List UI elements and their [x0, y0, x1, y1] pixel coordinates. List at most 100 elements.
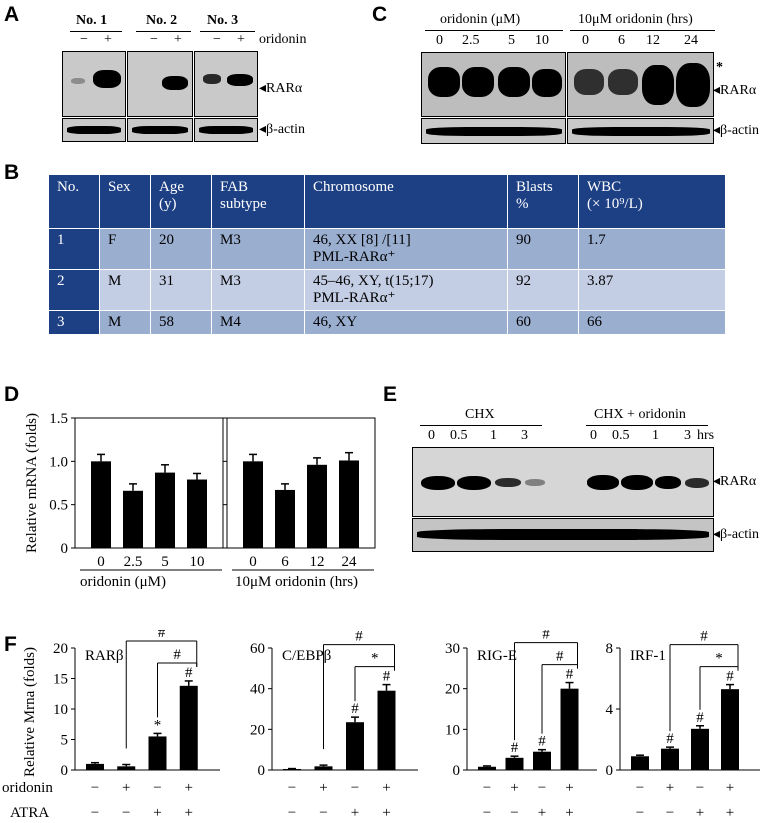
minus-2: − — [150, 32, 158, 47]
y-axis-label: Relative mRNA (folds) — [24, 413, 40, 553]
actin-label-e: ◂β-actin — [713, 527, 760, 542]
rar-label-a: ◂RARα — [259, 81, 303, 96]
atra-sign: − — [483, 805, 491, 821]
y-tick-label: 10 — [445, 722, 460, 738]
blot-e-rar — [412, 447, 714, 517]
y-tick-label: 15 — [53, 672, 68, 688]
panel-d-chart: 0 0.5 1.0 1.5 0 2.5 5 10 0 6 12 24 oridonin (μM) 10μM… — [24, 411, 376, 590]
atra-sign: − — [319, 805, 327, 821]
blot-a-rar-2 — [127, 51, 193, 117]
y-tick-label: 8 — [606, 641, 614, 657]
atra-sign: + — [153, 805, 161, 821]
panel-label-c: C — [372, 3, 388, 26]
oridonin-sign: + — [185, 780, 193, 796]
rar-label-c: ◂RARα — [713, 83, 757, 98]
panel-label-a: A — [4, 3, 20, 26]
atra-sign: − — [636, 805, 644, 821]
oridonin-sign: − — [483, 780, 491, 796]
atra-row-label: ATRA — [10, 805, 49, 821]
oridonin-sign: − — [153, 780, 161, 796]
bar — [721, 689, 739, 770]
bar — [155, 472, 175, 548]
bar — [117, 766, 136, 770]
x-tick-label: 12 — [310, 554, 325, 570]
sample-label-1: No. 1 — [76, 13, 108, 28]
panel-f-chart: 05101520*###RARβ0204060###*C/EBPβ0102030… — [2, 630, 760, 821]
bar — [275, 489, 295, 548]
y-tick-label: 0 — [453, 763, 461, 779]
bar — [691, 728, 709, 770]
time-1: 6 — [618, 33, 625, 48]
minus-3: − — [213, 32, 221, 47]
chart-title: C/EBPβ — [282, 648, 331, 664]
bar — [505, 757, 524, 770]
blot-c-rar-2 — [567, 52, 714, 117]
bar — [307, 464, 327, 548]
x-axis-label-left: oridonin (μM) — [80, 574, 166, 590]
blot-c-actin-2 — [567, 118, 714, 144]
col-blasts: Blasts% — [507, 174, 579, 229]
bar — [346, 722, 364, 770]
chart-title: RIG-E — [477, 648, 517, 664]
bracket-label: # — [556, 649, 564, 665]
atra-sign: − — [91, 805, 99, 821]
e-time-6: 1 — [652, 428, 659, 443]
atra-sign: + — [726, 805, 734, 821]
atra-sign: − — [122, 805, 130, 821]
y-tick-label: 1.5 — [49, 411, 68, 427]
oridonin-sign: − — [636, 780, 644, 796]
atra-sign: − — [666, 805, 674, 821]
time-0: 0 — [582, 33, 589, 48]
dose-2: 5 — [508, 33, 515, 48]
oridonin-sign: − — [538, 780, 546, 796]
bracket-label: * — [715, 651, 723, 667]
table-row: 3 M 58 M4 46, XY 60 66 — [48, 310, 726, 335]
significance-mark: # — [185, 665, 193, 681]
oridonin-sign: + — [382, 780, 390, 796]
y-tick-label: 20 — [445, 682, 460, 698]
blot-a-rar-3 — [194, 51, 258, 117]
table-row: 2 M 31 M3 45–46, XY, t(15;17) PML-RARα⁺ 9… — [48, 269, 726, 311]
col-sex: Sex — [99, 174, 151, 229]
atra-sign: + — [185, 805, 193, 821]
e-time-4: 0 — [590, 428, 597, 443]
blot-e-actin — [412, 518, 714, 552]
y-tick-label: 0 — [61, 541, 69, 557]
dose-0: 0 — [436, 33, 443, 48]
chx-label: CHX — [465, 407, 495, 422]
x-tick-label: 2.5 — [124, 554, 143, 570]
blot-a-rar-1 — [62, 51, 126, 117]
e-time-2: 1 — [490, 428, 497, 443]
bracket-label: # — [158, 630, 166, 641]
y-tick-label: 0 — [606, 763, 614, 779]
blot-a-actin-2 — [127, 118, 193, 142]
e-time-7: 3 — [684, 428, 691, 443]
bar — [243, 461, 263, 548]
atra-sign: + — [351, 805, 359, 821]
oridonin-sign: + — [666, 780, 674, 796]
significance-mark: * — [154, 717, 162, 733]
oridonin-sign: − — [288, 780, 296, 796]
col-age: Age (y) — [150, 174, 212, 229]
y-tick-label: 40 — [250, 682, 265, 698]
atra-sign: + — [696, 805, 704, 821]
bar — [314, 766, 333, 770]
actin-label-a: ◂β-actin — [259, 122, 306, 137]
significance-mark: # — [566, 667, 574, 683]
x-tick-label: 10 — [190, 554, 205, 570]
oridonin-sign: − — [91, 780, 99, 796]
panel-label-e: E — [383, 383, 398, 406]
y-tick-label: 10 — [53, 702, 68, 718]
treatment-label: oridonin — [259, 32, 307, 47]
blot-c-rar-1 — [421, 52, 566, 117]
bar — [283, 768, 301, 770]
oridonin-sign: + — [726, 780, 734, 796]
bar — [631, 756, 649, 770]
bar — [91, 461, 111, 548]
e-time-5: 0.5 — [612, 428, 630, 443]
patient-table: No. Sex Age (y) FAB subtype Chromosome Bla… — [48, 174, 726, 335]
bar — [123, 490, 143, 548]
bracket-label: # — [700, 630, 708, 645]
oridonin-sign: − — [696, 780, 704, 796]
sample-label-2: No. 2 — [146, 13, 178, 28]
